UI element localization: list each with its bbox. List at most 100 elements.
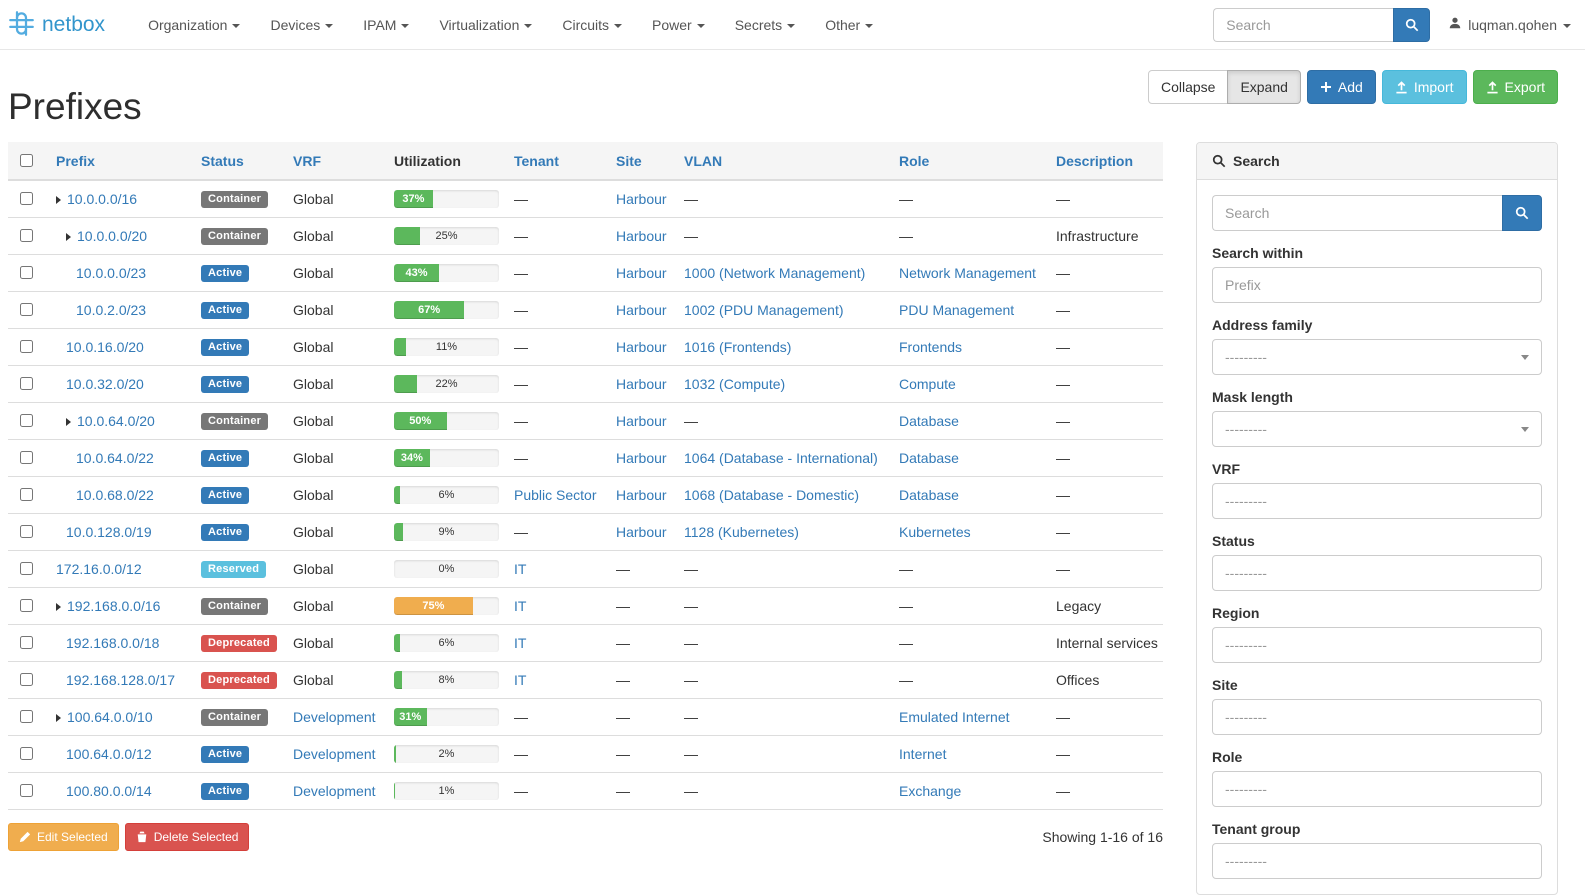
row-checkbox[interactable]: [20, 451, 33, 464]
nav-ipam[interactable]: IPAM: [348, 0, 424, 50]
filter-input-search-within[interactable]: [1212, 267, 1542, 303]
column-header-site[interactable]: Site: [616, 152, 642, 169]
row-checkbox[interactable]: [20, 673, 33, 686]
column-header-status[interactable]: Status: [201, 152, 244, 169]
nav-virtualization[interactable]: Virtualization: [424, 0, 547, 50]
prefix-link[interactable]: 10.0.64.0/20: [77, 412, 155, 429]
vlan-link[interactable]: 1000 (Network Management): [684, 264, 866, 281]
edit-selected-button[interactable]: Edit Selected: [8, 822, 119, 851]
row-checkbox[interactable]: [20, 747, 33, 760]
tenant-link[interactable]: IT: [514, 634, 527, 651]
vlan-link[interactable]: 1064 (Database - International): [684, 449, 878, 466]
prefix-link[interactable]: 10.0.16.0/20: [66, 338, 144, 355]
prefix-link[interactable]: 10.0.0.0/20: [77, 227, 148, 244]
vrf-link[interactable]: Development: [293, 708, 376, 725]
column-header-vrf[interactable]: VRF: [293, 152, 321, 169]
vrf-link[interactable]: Development: [293, 782, 376, 799]
role-link[interactable]: Database: [899, 412, 959, 429]
nav-circuits[interactable]: Circuits: [547, 0, 637, 50]
add-button[interactable]: Add: [1306, 70, 1376, 104]
prefix-link[interactable]: 10.0.0.0/23: [76, 264, 147, 281]
tenant-link[interactable]: Public Sector: [514, 486, 597, 503]
vlan-link[interactable]: 1068 (Database - Domestic): [684, 486, 860, 503]
tenant-link[interactable]: IT: [514, 560, 527, 577]
vlan-link[interactable]: 1128 (Kubernetes): [684, 523, 799, 540]
site-link[interactable]: Harbour: [616, 301, 667, 318]
collapse-button[interactable]: Collapse: [1147, 70, 1229, 104]
row-checkbox[interactable]: [20, 229, 33, 242]
row-checkbox[interactable]: [20, 710, 33, 723]
site-link[interactable]: Harbour: [616, 264, 667, 281]
expand-button[interactable]: Expand: [1227, 70, 1301, 104]
global-search-button[interactable]: [1393, 7, 1431, 42]
prefix-link[interactable]: 10.0.128.0/19: [66, 523, 152, 540]
prefix-link[interactable]: 100.80.0.0/14: [66, 782, 152, 799]
prefix-link[interactable]: 10.0.68.0/22: [76, 486, 154, 503]
prefix-link[interactable]: 10.0.0.0/16: [67, 190, 138, 207]
role-link[interactable]: Kubernetes: [899, 523, 971, 540]
export-button[interactable]: Export: [1472, 70, 1558, 104]
expand-toggle-icon[interactable]: [56, 713, 61, 722]
row-checkbox[interactable]: [20, 340, 33, 353]
column-header-role[interactable]: Role: [899, 152, 930, 169]
filter-select-status[interactable]: ---------: [1212, 555, 1542, 591]
filter-select-address-family[interactable]: ---------: [1212, 339, 1542, 375]
sidebar-search-button[interactable]: [1502, 195, 1542, 231]
role-link[interactable]: Database: [899, 449, 959, 466]
vlan-link[interactable]: 1016 (Frontends): [684, 338, 792, 355]
nav-devices[interactable]: Devices: [255, 0, 348, 50]
nav-secrets[interactable]: Secrets: [720, 0, 810, 50]
role-link[interactable]: PDU Management: [899, 301, 1015, 318]
row-checkbox[interactable]: [20, 303, 33, 316]
row-checkbox[interactable]: [20, 784, 33, 797]
row-checkbox[interactable]: [20, 377, 33, 390]
nav-other[interactable]: Other: [810, 0, 888, 50]
expand-toggle-icon[interactable]: [56, 602, 61, 611]
expand-toggle-icon[interactable]: [66, 232, 71, 241]
select-all-checkbox[interactable]: [20, 154, 33, 167]
column-header-vlan[interactable]: VLAN: [684, 152, 723, 169]
row-checkbox[interactable]: [20, 599, 33, 612]
prefix-link[interactable]: 10.0.2.0/23: [76, 301, 147, 318]
filter-select-tenant-group[interactable]: ---------: [1212, 843, 1542, 879]
delete-selected-button[interactable]: Delete Selected: [124, 822, 250, 851]
prefix-link[interactable]: 192.168.0.0/16: [67, 597, 161, 614]
row-checkbox[interactable]: [20, 525, 33, 538]
role-link[interactable]: Internet: [899, 745, 947, 762]
filter-select-region[interactable]: ---------: [1212, 627, 1542, 663]
nav-power[interactable]: Power: [637, 0, 720, 50]
filter-select-role[interactable]: ---------: [1212, 771, 1542, 807]
vlan-link[interactable]: 1002 (PDU Management): [684, 301, 844, 318]
expand-toggle-icon[interactable]: [56, 195, 61, 204]
vrf-link[interactable]: Development: [293, 745, 376, 762]
role-link[interactable]: Emulated Internet: [899, 708, 1010, 725]
role-link[interactable]: Compute: [899, 375, 956, 392]
prefix-link[interactable]: 100.64.0.0/12: [66, 745, 152, 762]
site-link[interactable]: Harbour: [616, 190, 667, 207]
site-link[interactable]: Harbour: [616, 227, 667, 244]
row-checkbox[interactable]: [20, 266, 33, 279]
filter-select-mask-length[interactable]: ---------: [1212, 411, 1542, 447]
role-link[interactable]: Network Management: [899, 264, 1036, 281]
global-search-input[interactable]: [1213, 7, 1394, 42]
site-link[interactable]: Harbour: [616, 486, 667, 503]
sidebar-search-input[interactable]: [1212, 195, 1502, 231]
import-button[interactable]: Import: [1381, 70, 1467, 104]
row-checkbox[interactable]: [20, 192, 33, 206]
vlan-link[interactable]: 1032 (Compute): [684, 375, 786, 392]
prefix-link[interactable]: 10.0.32.0/20: [66, 375, 144, 392]
column-header-description[interactable]: Description: [1056, 152, 1134, 169]
site-link[interactable]: Harbour: [616, 338, 667, 355]
site-link[interactable]: Harbour: [616, 449, 667, 466]
user-menu[interactable]: luqman.qohen: [1448, 16, 1577, 33]
role-link[interactable]: Exchange: [899, 782, 962, 799]
row-checkbox[interactable]: [20, 414, 33, 427]
column-header-prefix[interactable]: Prefix: [56, 152, 95, 169]
row-checkbox[interactable]: [20, 636, 33, 649]
nav-organization[interactable]: Organization: [133, 0, 255, 50]
site-link[interactable]: Harbour: [616, 523, 667, 540]
site-link[interactable]: Harbour: [616, 412, 667, 429]
row-checkbox[interactable]: [20, 562, 33, 575]
prefix-link[interactable]: 192.168.128.0/17: [66, 671, 175, 688]
prefix-link[interactable]: 192.168.0.0/18: [66, 634, 160, 651]
